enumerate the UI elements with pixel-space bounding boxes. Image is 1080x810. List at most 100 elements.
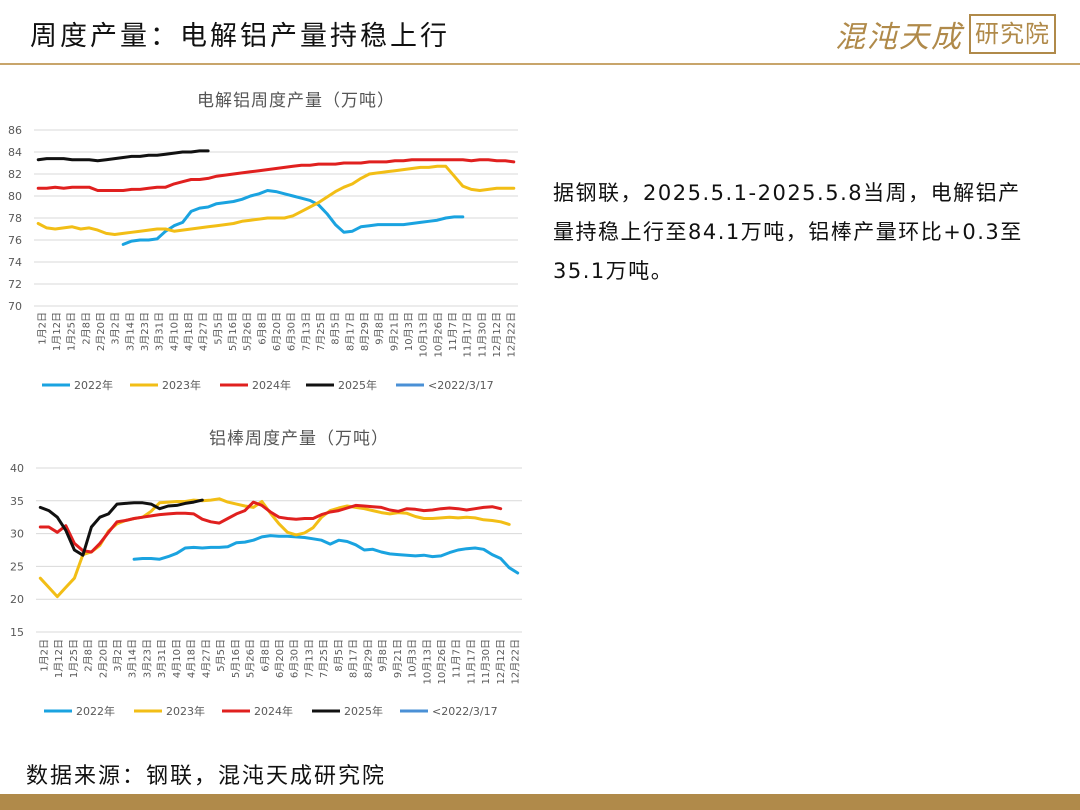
aluminum-rod-weekly-output-chart: 铝棒周度产量（万吨） 15 20 25 30 35 40 1月2日 1月12日 1月25日 2月8日… bbox=[0, 418, 540, 736]
x-tick-label: 9月8日 bbox=[377, 639, 389, 672]
summary-text: 据钢联，2025.5.1-2025.5.8当周，电解铝产量持稳上行至84.1万吨… bbox=[553, 181, 1023, 283]
series-line bbox=[121, 189, 465, 246]
x-tick-label: 4月27日 bbox=[198, 312, 210, 351]
x-tick-label: 1月25日 bbox=[66, 312, 78, 351]
title-divider bbox=[0, 63, 1080, 65]
x-tick-label: 3月31日 bbox=[154, 312, 166, 351]
x-tick-label: 6月30日 bbox=[286, 312, 298, 351]
x-tick-label: 10月13日 bbox=[418, 312, 430, 357]
legend-label: 2024年 bbox=[252, 378, 291, 392]
x-tick-label: 10月3日 bbox=[403, 312, 415, 351]
x-tick-label: 6月20日 bbox=[271, 312, 283, 351]
legend-label: 2025年 bbox=[338, 378, 377, 392]
data-source-note: 数据来源：钢联，混沌天成研究院 bbox=[26, 764, 387, 789]
aluminum-rod-chart-svg: 铝棒周度产量（万吨） 15 20 25 30 35 40 1月2日 1月12日 1月25日 2月8日… bbox=[10, 429, 522, 718]
chart-title: 铝棒周度产量（万吨） bbox=[209, 429, 389, 449]
x-tick-label: 3月2日 bbox=[112, 639, 124, 672]
y-tick-label: 70 bbox=[8, 300, 22, 313]
x-tick-label: 8月5日 bbox=[330, 312, 342, 345]
x-tick-label: 5月26日 bbox=[242, 312, 254, 351]
x-tick-label: 10月13日 bbox=[421, 639, 433, 684]
x-tick-label: 4月10日 bbox=[168, 312, 180, 351]
series-line bbox=[38, 498, 204, 557]
x-tick-label: 2月20日 bbox=[95, 312, 107, 351]
y-tick-label: 80 bbox=[8, 190, 22, 203]
x-tick-label: 9月8日 bbox=[374, 312, 386, 345]
x-tick-label: 6月8日 bbox=[259, 639, 271, 672]
legend-label: <2022/3/17 bbox=[432, 705, 498, 718]
x-tick-label: 8月29日 bbox=[362, 639, 374, 678]
x-tick-label: 10月26日 bbox=[432, 312, 444, 357]
aluminum-weekly-output-chart: 电解铝周度产量（万吨） 70 72 74 76 78 80 82 84 86 1月2日 1月12日 1月… bbox=[0, 78, 540, 408]
x-tick-label: 5月16日 bbox=[230, 639, 242, 678]
x-tick-label: 11月7日 bbox=[447, 312, 459, 351]
x-tick-label: 2月8日 bbox=[83, 639, 95, 672]
legend-label: 2022年 bbox=[74, 378, 113, 392]
x-tick-label: 8月17日 bbox=[348, 639, 360, 678]
legend-label: 2022年 bbox=[76, 704, 115, 718]
y-tick-label: 30 bbox=[10, 528, 24, 541]
y-tick-label: 76 bbox=[8, 234, 22, 247]
aluminum-chart-svg: 电解铝周度产量（万吨） 70 72 74 76 78 80 82 84 86 1月2日 1月12日 1月… bbox=[8, 91, 518, 392]
x-tick-label: 6月20日 bbox=[274, 639, 286, 678]
x-tick-label: 11月17日 bbox=[465, 639, 477, 684]
page-title: 周度产量：电解铝产量持稳上行 bbox=[30, 21, 450, 52]
y-tick-label: 82 bbox=[8, 168, 22, 181]
x-tick-label: 2月20日 bbox=[97, 639, 109, 678]
x-tick-label: 2月8日 bbox=[80, 312, 92, 345]
x-tick-label: 8月5日 bbox=[333, 639, 345, 672]
x-tick-label: 1月25日 bbox=[68, 639, 80, 678]
y-tick-label: 74 bbox=[8, 256, 22, 269]
x-tick-label: 8月29日 bbox=[359, 312, 371, 351]
x-tick-label: 8月17日 bbox=[344, 312, 356, 351]
x-tick-label: 10月3日 bbox=[407, 639, 419, 678]
legend-label: 2023年 bbox=[162, 378, 201, 392]
y-tick-label: 35 bbox=[10, 495, 24, 508]
x-tick-label: 7月25日 bbox=[318, 639, 330, 678]
x-tick-label: 5月16日 bbox=[227, 312, 239, 351]
x-tick-label: 9月21日 bbox=[392, 639, 404, 678]
x-tick-label: 1月2日 bbox=[38, 639, 50, 672]
y-tick-label: 84 bbox=[8, 146, 22, 159]
x-tick-label: 5月26日 bbox=[245, 639, 257, 678]
y-tick-label: 25 bbox=[10, 560, 24, 573]
legend-label: 2023年 bbox=[166, 704, 205, 718]
x-tick-label: 5月5日 bbox=[212, 312, 224, 345]
legend-label: 2025年 bbox=[344, 704, 383, 718]
x-tick-label: 10月26日 bbox=[436, 639, 448, 684]
y-tick-label: 20 bbox=[10, 593, 24, 606]
y-tick-label: 78 bbox=[8, 212, 22, 225]
logo-wordmark: 混沌天成 bbox=[835, 20, 963, 55]
series-line bbox=[38, 497, 511, 599]
x-tick-label: 7月25日 bbox=[315, 312, 327, 351]
y-tick-label: 86 bbox=[8, 124, 22, 137]
x-tick-label: 3月23日 bbox=[139, 312, 151, 351]
x-tick-label: 1月2日 bbox=[36, 312, 48, 345]
y-tick-label: 40 bbox=[10, 462, 24, 475]
series-line bbox=[36, 158, 516, 192]
x-tick-label: 4月27日 bbox=[200, 639, 212, 678]
x-tick-label: 11月30日 bbox=[480, 639, 492, 684]
y-tick-label: 72 bbox=[8, 278, 22, 291]
y-tick-label: 15 bbox=[10, 626, 24, 639]
x-tick-label: 3月2日 bbox=[110, 312, 122, 345]
x-tick-label: 11月30日 bbox=[476, 312, 488, 357]
x-tick-label: 7月13日 bbox=[300, 312, 312, 351]
x-tick-label: 4月10日 bbox=[171, 639, 183, 678]
x-tick-label: 3月23日 bbox=[141, 639, 153, 678]
x-tick-label: 12月12日 bbox=[495, 639, 507, 684]
x-tick-label: 11月7日 bbox=[451, 639, 463, 678]
series-line bbox=[38, 500, 503, 554]
x-tick-label: 5月5日 bbox=[215, 639, 227, 672]
x-tick-label: 3月14日 bbox=[127, 639, 139, 678]
x-tick-label: 6月30日 bbox=[289, 639, 301, 678]
x-tick-label: 4月18日 bbox=[183, 312, 195, 351]
x-tick-label: 11月17日 bbox=[462, 312, 474, 357]
legend-label: <2022/3/17 bbox=[428, 379, 494, 392]
x-tick-label: 9月21日 bbox=[388, 312, 400, 351]
company-logo: 混沌天成 研究院 bbox=[835, 12, 1056, 56]
series-line bbox=[36, 149, 210, 163]
footer-bar bbox=[0, 794, 1080, 810]
x-tick-label: 1月12日 bbox=[51, 312, 63, 351]
x-tick-label: 4月18日 bbox=[186, 639, 198, 678]
